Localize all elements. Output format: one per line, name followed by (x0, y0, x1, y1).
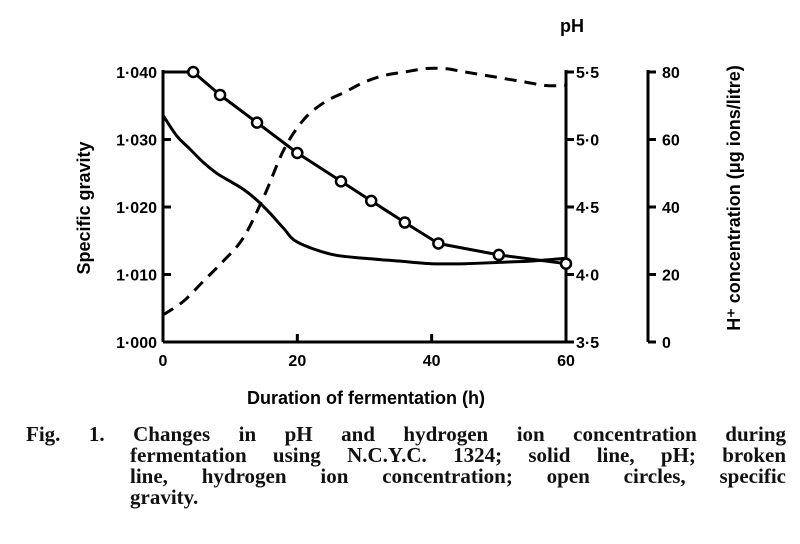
h-ion-line (162, 66, 567, 317)
labels-group: pH Specific gravity H⁺ concentration (μg… (74, 16, 744, 408)
specific-gravity-point (398, 216, 412, 229)
x-axis-label: Duration of fermentation (h) (247, 388, 485, 408)
y-right2-tick-label: 60 (662, 133, 680, 150)
caption-line: fermentation using N.C.Y.C. 1324; solid … (130, 443, 786, 467)
y-left-tick-label: 1·040 (116, 65, 157, 82)
specific-gravity-point (213, 88, 227, 102)
y-right1-tick-label: 5·5 (576, 65, 599, 82)
x-tick-label: 40 (423, 353, 441, 370)
specific-gravity-point (186, 65, 200, 79)
caption-line: gravity. (130, 485, 199, 509)
x-tick-label: 20 (288, 353, 306, 370)
specific-gravity-point (492, 248, 506, 262)
x-tick-label: 60 (557, 353, 575, 370)
specific-gravity-point (364, 194, 378, 208)
specific-gravity-line (163, 70, 567, 266)
y-right1-tick-label: 3·5 (576, 335, 599, 352)
y-left-tick-label: 1·030 (116, 133, 157, 150)
figure-caption: Fig. 1. Changes in pH and hydrogen ion c… (26, 424, 786, 508)
y-left-tick-label: 1·000 (116, 335, 157, 352)
y-right1-tick-label: 4·5 (576, 200, 599, 217)
ph-line (161, 114, 567, 266)
specific-gravity-point (559, 257, 573, 270)
caption-line: line, hydrogen ion concentration; open c… (130, 464, 786, 488)
specific-gravity-point (250, 116, 264, 129)
y-right1-tick-label: 5·0 (576, 133, 599, 150)
caption-line: Fig. 1. Changes in pH and hydrogen ion c… (26, 422, 786, 446)
y-left-axis-label: Specific gravity (74, 141, 94, 274)
specific-gravity-point (432, 237, 445, 250)
series-group (161, 65, 573, 317)
y-left-tick-label: 1·010 (116, 268, 157, 285)
y-right2-tick-label: 0 (662, 335, 671, 352)
y-right2-tick-label: 20 (662, 268, 680, 285)
y-right1-tick-label: 4·0 (576, 268, 599, 285)
y-right2-tick-label: 80 (662, 65, 680, 82)
ph-axis-label: pH (560, 16, 584, 36)
specific-gravity-point (334, 175, 348, 188)
specific-gravity-point (291, 146, 304, 160)
x-tick-label: 0 (159, 353, 168, 370)
y-right2-tick-label: 40 (662, 200, 680, 217)
y-left-tick-label: 1·020 (116, 200, 157, 217)
y-right2-axis-label: H⁺ concentration (μg ions/litre) (724, 65, 744, 331)
